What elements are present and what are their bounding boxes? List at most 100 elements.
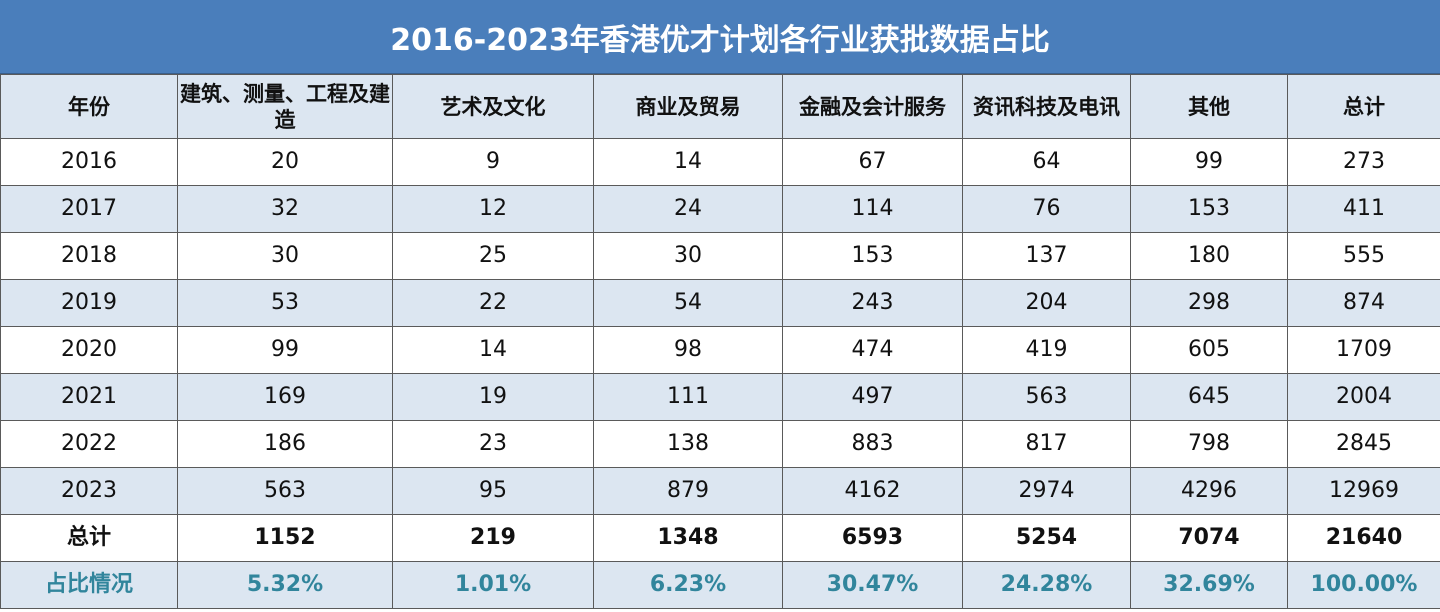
cell: 137 [962,232,1131,280]
cell: 24 [593,185,783,233]
cell: 32 [177,185,393,233]
data-row: 2016 20 9 14 67 64 99 273 [0,138,1440,186]
data-row: 2020 99 14 98 474 419 605 1709 [0,326,1440,374]
cell: 6.23% [593,561,783,609]
data-row: 2017 32 12 24 114 76 153 411 [0,185,1440,233]
cell: 1152 [177,514,393,562]
cell: 114 [782,185,963,233]
data-row: 2018 30 25 30 153 137 180 555 [0,232,1440,280]
cell: 30.47% [782,561,963,609]
cell: 5254 [962,514,1131,562]
cell: 874 [1287,279,1440,327]
cell: 商业及贸易 [593,74,783,139]
cell: 879 [593,467,783,515]
cell: 98 [593,326,783,374]
total-row: 总计 1152 219 1348 6593 5254 7074 21640 [0,514,1440,562]
cell: 7074 [1130,514,1288,562]
cell: 32.69% [1130,561,1288,609]
cell: 95 [392,467,594,515]
cell: 243 [782,279,963,327]
data-row: 2021 169 19 111 497 563 645 2004 [0,373,1440,421]
cell: 605 [1130,326,1288,374]
cell: 180 [1130,232,1288,280]
share-row: 占比情况 5.32% 1.01% 6.23% 30.47% 24.28% 32.69% 100… [0,561,1440,609]
cell: 14 [593,138,783,186]
cell: 1.01% [392,561,594,609]
cell: 76 [962,185,1131,233]
cell: 占比情况 [0,561,178,609]
cell: 54 [593,279,783,327]
cell: 138 [593,420,783,468]
cell: 其他 [1130,74,1288,139]
data-row: 2019 53 22 54 243 204 298 874 [0,279,1440,327]
cell: 资讯科技及电讯 [962,74,1131,139]
cell: 419 [962,326,1131,374]
cell: 153 [782,232,963,280]
cell: 22 [392,279,594,327]
cell: 20 [177,138,393,186]
cell: 总计 [0,514,178,562]
cell: 2019 [0,279,178,327]
cell: 2020 [0,326,178,374]
cell: 2974 [962,467,1131,515]
cell: 53 [177,279,393,327]
cell: 817 [962,420,1131,468]
cell: 298 [1130,279,1288,327]
cell: 99 [1130,138,1288,186]
cell: 30 [593,232,783,280]
cell: 2022 [0,420,178,468]
cell: 9 [392,138,594,186]
cell: 798 [1130,420,1288,468]
cell: 21640 [1287,514,1440,562]
cell: 金融及会计服务 [782,74,963,139]
cell: 1348 [593,514,783,562]
cell: 14 [392,326,594,374]
cell: 100.00% [1287,561,1440,609]
cell: 30 [177,232,393,280]
cell: 2004 [1287,373,1440,421]
cell: 19 [392,373,594,421]
cell: 25 [392,232,594,280]
cell: 99 [177,326,393,374]
cell: 2016 [0,138,178,186]
cell: 186 [177,420,393,468]
cell: 2018 [0,232,178,280]
cell: 563 [177,467,393,515]
cell: 2023 [0,467,178,515]
cell: 12969 [1287,467,1440,515]
cell: 4296 [1130,467,1288,515]
cell: 4162 [782,467,963,515]
data-row: 2023 563 95 879 4162 2974 4296 12969 [0,467,1440,515]
cell: 111 [593,373,783,421]
header-row: 年份 建筑、测量、工程及建造 艺术及文化 商业及贸易 金融及会计服务 资讯科技及电讯 其他总… [0,74,1440,139]
cell: 169 [177,373,393,421]
title: 2016-2023年香港优才计划各行业获批数据占比 [0,0,1440,74]
cell: 645 [1130,373,1288,421]
cell: 411 [1287,185,1440,233]
cell: 2845 [1287,420,1440,468]
cell: 12 [392,185,594,233]
cell: 67 [782,138,963,186]
cell: 153 [1130,185,1288,233]
cell: 24.28% [962,561,1131,609]
cell: 艺术及文化 [392,74,594,139]
cell: 555 [1287,232,1440,280]
cell: 建筑、测量、工程及建造 [177,74,393,139]
cell: 219 [392,514,594,562]
cell: 23 [392,420,594,468]
cell: 2017 [0,185,178,233]
cell: 883 [782,420,963,468]
cell: 2021 [0,373,178,421]
cell: 年份 [0,74,178,139]
data-table: 年份 建筑、测量、工程及建造 艺术及文化 商业及贸易 金融及会计服务 资讯科技及电讯 其他总… [0,74,1440,609]
cell: 204 [962,279,1131,327]
cell: 474 [782,326,963,374]
cell: 5.32% [177,561,393,609]
cell: 总计 [1287,74,1440,139]
cell: 497 [782,373,963,421]
data-row: 2022 186 23 138 883 817 798 2845 [0,420,1440,468]
cell: 273 [1287,138,1440,186]
cell: 64 [962,138,1131,186]
cell: 1709 [1287,326,1440,374]
